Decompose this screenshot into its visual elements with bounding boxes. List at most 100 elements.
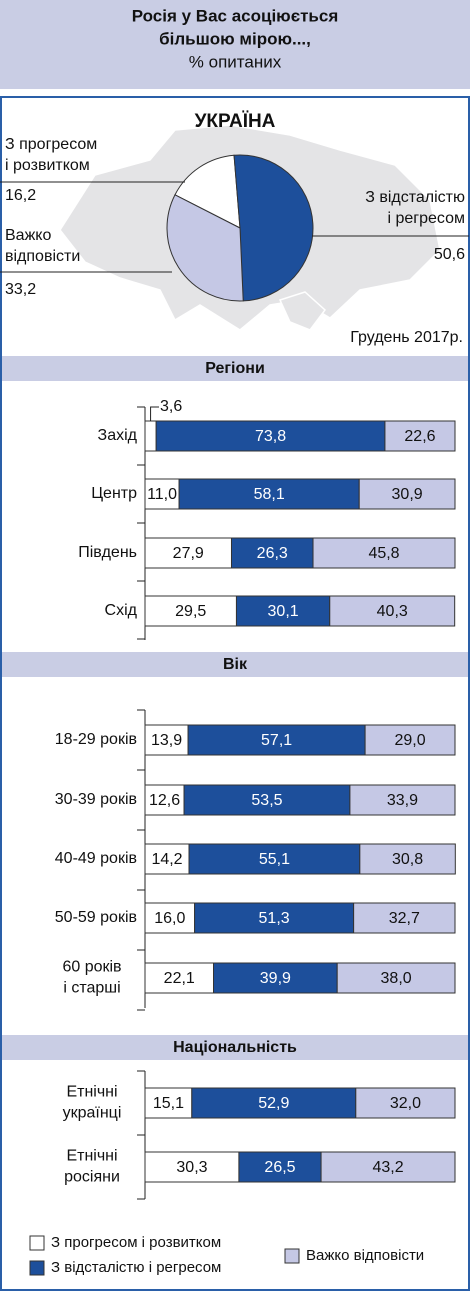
pie-label: і розвитком — [5, 157, 90, 174]
value-label: 33,9 — [387, 792, 418, 809]
value-label: 45,8 — [368, 545, 399, 562]
value-label: 73,8 — [255, 428, 286, 445]
legend-label: Важко відповісти — [306, 1247, 424, 1264]
category-label: Центр — [91, 485, 137, 502]
value-label: 27,9 — [173, 545, 204, 562]
pie-value-label: 50,6 — [434, 246, 465, 263]
bar-segment — [213, 962, 338, 994]
value-label: 15,1 — [153, 1095, 184, 1112]
category-label: Етнічні — [66, 1148, 117, 1165]
value-label: 30,3 — [176, 1159, 207, 1176]
value-label: 32,0 — [390, 1095, 421, 1112]
value-label: 30,1 — [268, 603, 299, 620]
value-label: 32,7 — [389, 910, 420, 927]
legend-swatch — [29, 1260, 45, 1276]
pie-label: З відсталістю — [365, 189, 465, 206]
bar-segment — [355, 1087, 456, 1119]
value-label: 39,9 — [260, 970, 291, 987]
bar-segment — [183, 784, 351, 816]
category-label: Схід — [105, 602, 138, 619]
value-label: 52,9 — [258, 1095, 289, 1112]
bar-segment — [353, 902, 456, 934]
header-title: більшою мірою..., — [159, 29, 311, 48]
pie-label: відповісти — [5, 248, 80, 265]
header-subtitle: % опитаних — [189, 52, 282, 71]
category-label: 40-49 років — [55, 850, 137, 867]
category-label: українці — [63, 1105, 122, 1122]
category-label: 60 років — [62, 959, 121, 976]
section-title: Вік — [223, 656, 248, 673]
section-header — [2, 652, 468, 677]
pie-value-label: 16,2 — [5, 187, 36, 204]
map-background — [278, 291, 327, 331]
pie-label: і регресом — [387, 210, 465, 227]
bar-segment — [191, 1087, 357, 1119]
pie-value-label: 33,2 — [5, 281, 36, 298]
category-label: Південь — [78, 544, 137, 561]
category-label: Етнічні — [66, 1084, 117, 1101]
value-label: 51,3 — [259, 910, 290, 927]
bar-segment — [144, 1087, 193, 1119]
legend-label: З відсталістю і регресом — [51, 1259, 221, 1276]
pie-slice — [174, 154, 241, 229]
pie-label: Важко — [5, 227, 51, 244]
value-label: 57,1 — [261, 732, 292, 749]
pie-slice — [166, 194, 244, 302]
value-label: 26,5 — [264, 1159, 295, 1176]
bar-segment — [187, 724, 366, 756]
bar-segment — [144, 537, 232, 569]
value-label: 12,6 — [149, 792, 180, 809]
value-label: 38,0 — [381, 970, 412, 987]
pie-slice — [233, 154, 314, 302]
bar-segment — [312, 537, 456, 569]
legend-label: З прогресом і розвитком — [51, 1234, 221, 1251]
category-label: 18-29 років — [55, 731, 137, 748]
bar-segment — [144, 724, 189, 756]
bar-segment — [349, 784, 456, 816]
bar-segment — [144, 420, 157, 452]
bar-segment — [144, 1151, 240, 1183]
value-label: 22,6 — [404, 428, 435, 445]
bar-segment — [329, 595, 456, 627]
bar-segment — [188, 843, 361, 875]
value-label: 22,1 — [164, 970, 195, 987]
value-label: 29,0 — [394, 732, 425, 749]
bar-segment — [364, 724, 456, 756]
value-label: 58,1 — [254, 486, 285, 503]
section-header — [2, 1035, 468, 1060]
bar-segment — [144, 595, 237, 627]
section-header — [2, 356, 468, 381]
section-title: Національність — [173, 1039, 297, 1056]
bar-segment — [358, 478, 456, 510]
pie-label: З прогресом — [5, 136, 97, 153]
legend-swatch — [29, 1235, 45, 1251]
value-label: 11,0 — [147, 486, 177, 503]
bar-segment — [320, 1151, 456, 1183]
category-label: 30-39 років — [55, 791, 137, 808]
bar-segment — [178, 478, 360, 510]
section-title: Регіони — [205, 360, 265, 377]
bar-segment — [144, 843, 190, 875]
bar-segment — [238, 1151, 322, 1183]
bar-segment — [144, 478, 180, 510]
header-box — [0, 0, 470, 89]
bar-segment — [194, 902, 355, 934]
bar-segment — [336, 962, 456, 994]
bar-segment — [230, 537, 314, 569]
bar-segment — [235, 595, 331, 627]
bar-segment — [359, 843, 456, 875]
bar-segment — [384, 420, 456, 452]
value-label: 40,3 — [377, 603, 408, 620]
category-label: і старші — [63, 980, 120, 997]
value-label: 3,6 — [160, 398, 182, 415]
category-label: Захід — [98, 427, 138, 444]
value-label: 30,9 — [392, 486, 423, 503]
value-label: 55,1 — [259, 851, 290, 868]
legend-swatch — [284, 1248, 300, 1264]
frame — [0, 96, 470, 1291]
value-label: 53,5 — [251, 792, 282, 809]
value-label: 30,8 — [392, 851, 423, 868]
value-label: 16,0 — [154, 910, 185, 927]
category-label: росіяни — [64, 1169, 120, 1186]
